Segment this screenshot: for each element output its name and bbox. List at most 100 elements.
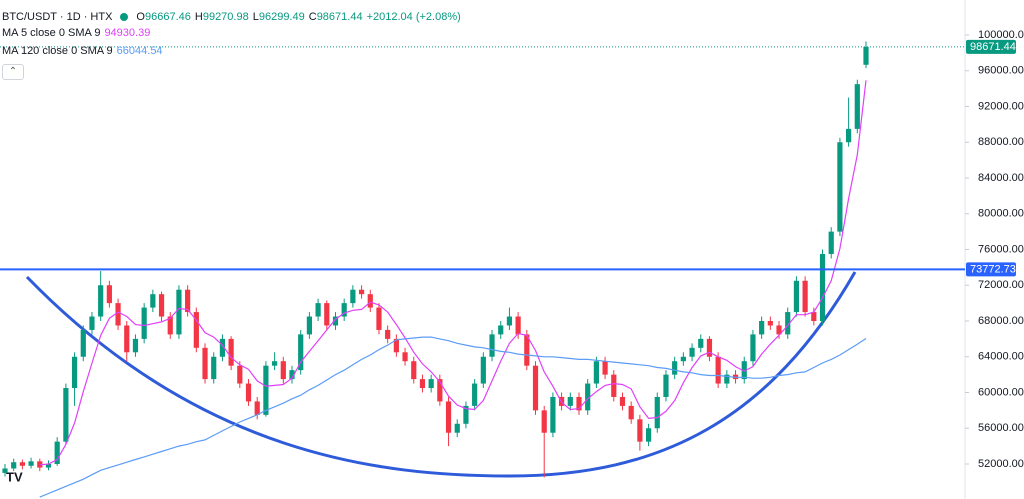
candle-body	[411, 361, 417, 380]
candle-body	[828, 231, 834, 254]
candle-body	[472, 383, 478, 406]
candle-body	[393, 338, 399, 353]
candle-body	[654, 396, 660, 429]
value: 96667.46	[144, 11, 191, 23]
candle-body	[11, 462, 17, 469]
candle-body	[315, 303, 321, 317]
ma-value: 66044.54	[116, 45, 163, 57]
candle-body	[54, 441, 60, 465]
ma120-legend[interactable]: MA 120 close 0 SMA 9 66044.54	[2, 45, 163, 57]
candle-body	[45, 464, 52, 468]
candle-body	[445, 401, 452, 433]
candle-body	[419, 379, 426, 389]
candle-body	[185, 289, 191, 313]
candle-body	[358, 289, 365, 295]
candle-body	[793, 280, 800, 313]
candle-body	[376, 307, 382, 330]
candle-body	[550, 396, 556, 433]
change: +2012.04 (+2.08%)	[366, 11, 461, 23]
candle-body	[776, 325, 782, 335]
ohlc-open: O96667.46	[136, 11, 190, 23]
candle-body	[628, 405, 634, 420]
y-tick-label: 100000.00	[978, 29, 1024, 41]
candle-body	[532, 365, 539, 411]
candle-body	[602, 361, 608, 375]
candle-body	[689, 347, 695, 357]
candle-body	[672, 361, 678, 375]
candle-body	[245, 383, 252, 402]
candle-body	[367, 294, 373, 308]
candle-body	[767, 321, 773, 326]
candle-body	[263, 365, 269, 415]
rounding-bottom-curve	[25, 271, 857, 478]
candle-body	[193, 312, 199, 348]
ohlc-low: L96299.49	[253, 11, 305, 23]
candle-body	[811, 312, 817, 322]
candle-body	[463, 405, 469, 424]
ma-line	[39, 336, 867, 498]
candle-body	[498, 325, 504, 335]
y-tick-label: 52000.00	[978, 458, 1024, 470]
candle-body	[698, 338, 704, 348]
candle-body	[71, 356, 78, 389]
y-tick-label: 84000.00	[978, 172, 1024, 184]
candle-body	[645, 428, 652, 442]
candle-body	[637, 419, 643, 442]
ma-name: MA 5 close 0 SMA 9	[2, 27, 101, 39]
level-label-bg	[966, 262, 1016, 277]
candle-body	[863, 46, 869, 65]
candle-body	[219, 338, 226, 357]
ma5-legend[interactable]: MA 5 close 0 SMA 9 94930.39	[2, 27, 150, 39]
candle-body	[306, 316, 312, 335]
candle-body	[741, 361, 747, 380]
label: L	[252, 11, 259, 23]
candle-body	[98, 285, 104, 317]
y-tick-label: 68000.00	[978, 315, 1024, 327]
y-tick-label: 72000.00	[978, 279, 1024, 291]
ohlc-high: H99270.98	[195, 11, 249, 23]
candle-body	[515, 316, 521, 335]
y-tick-label: 88000.00	[978, 136, 1024, 148]
candle-body	[272, 361, 278, 366]
label: H	[194, 11, 203, 23]
candle-body	[176, 289, 182, 335]
y-tick-label: 80000.00	[978, 208, 1024, 220]
y-tick-label: 76000.00	[978, 243, 1024, 255]
collapse-button[interactable]: ⌃	[2, 64, 24, 80]
candle-body	[124, 325, 130, 353]
candle-body	[454, 423, 460, 433]
candle-body	[28, 461, 34, 466]
candle-body	[759, 321, 765, 335]
candle-body	[611, 374, 617, 397]
candle-body	[19, 462, 25, 466]
candle-body	[254, 401, 260, 415]
candle-body	[106, 285, 112, 304]
candle-body	[211, 356, 217, 380]
candle-body	[228, 338, 234, 366]
symbol-header: BTC/USDT · 1D · HTX O96667.46 H99270.98 …	[2, 11, 461, 23]
candle-body	[402, 352, 408, 362]
candle-body	[846, 128, 852, 143]
candle-body	[237, 365, 243, 384]
y-tick-label: 92000.00	[978, 100, 1024, 112]
y-tick-label: 64000.00	[978, 351, 1024, 363]
candle-body	[837, 142, 843, 232]
candle-body	[785, 312, 791, 335]
ma-name: MA 120 close 0 SMA 9	[2, 45, 113, 57]
candle-body	[280, 361, 286, 380]
candle-body	[202, 347, 208, 380]
candle-body	[585, 383, 591, 411]
y-tick-label: 96000.00	[978, 65, 1024, 77]
candle-body	[567, 396, 573, 406]
candle-body	[167, 316, 173, 335]
candle-body	[332, 316, 339, 326]
candle-body	[663, 374, 669, 397]
candle-body	[750, 334, 756, 362]
candle-body	[428, 379, 434, 389]
candle-body	[506, 316, 513, 326]
level-label: 73772.73	[970, 263, 1016, 275]
candle-body	[489, 334, 495, 357]
logo-bg	[4, 466, 24, 488]
candle-body	[854, 84, 860, 129]
